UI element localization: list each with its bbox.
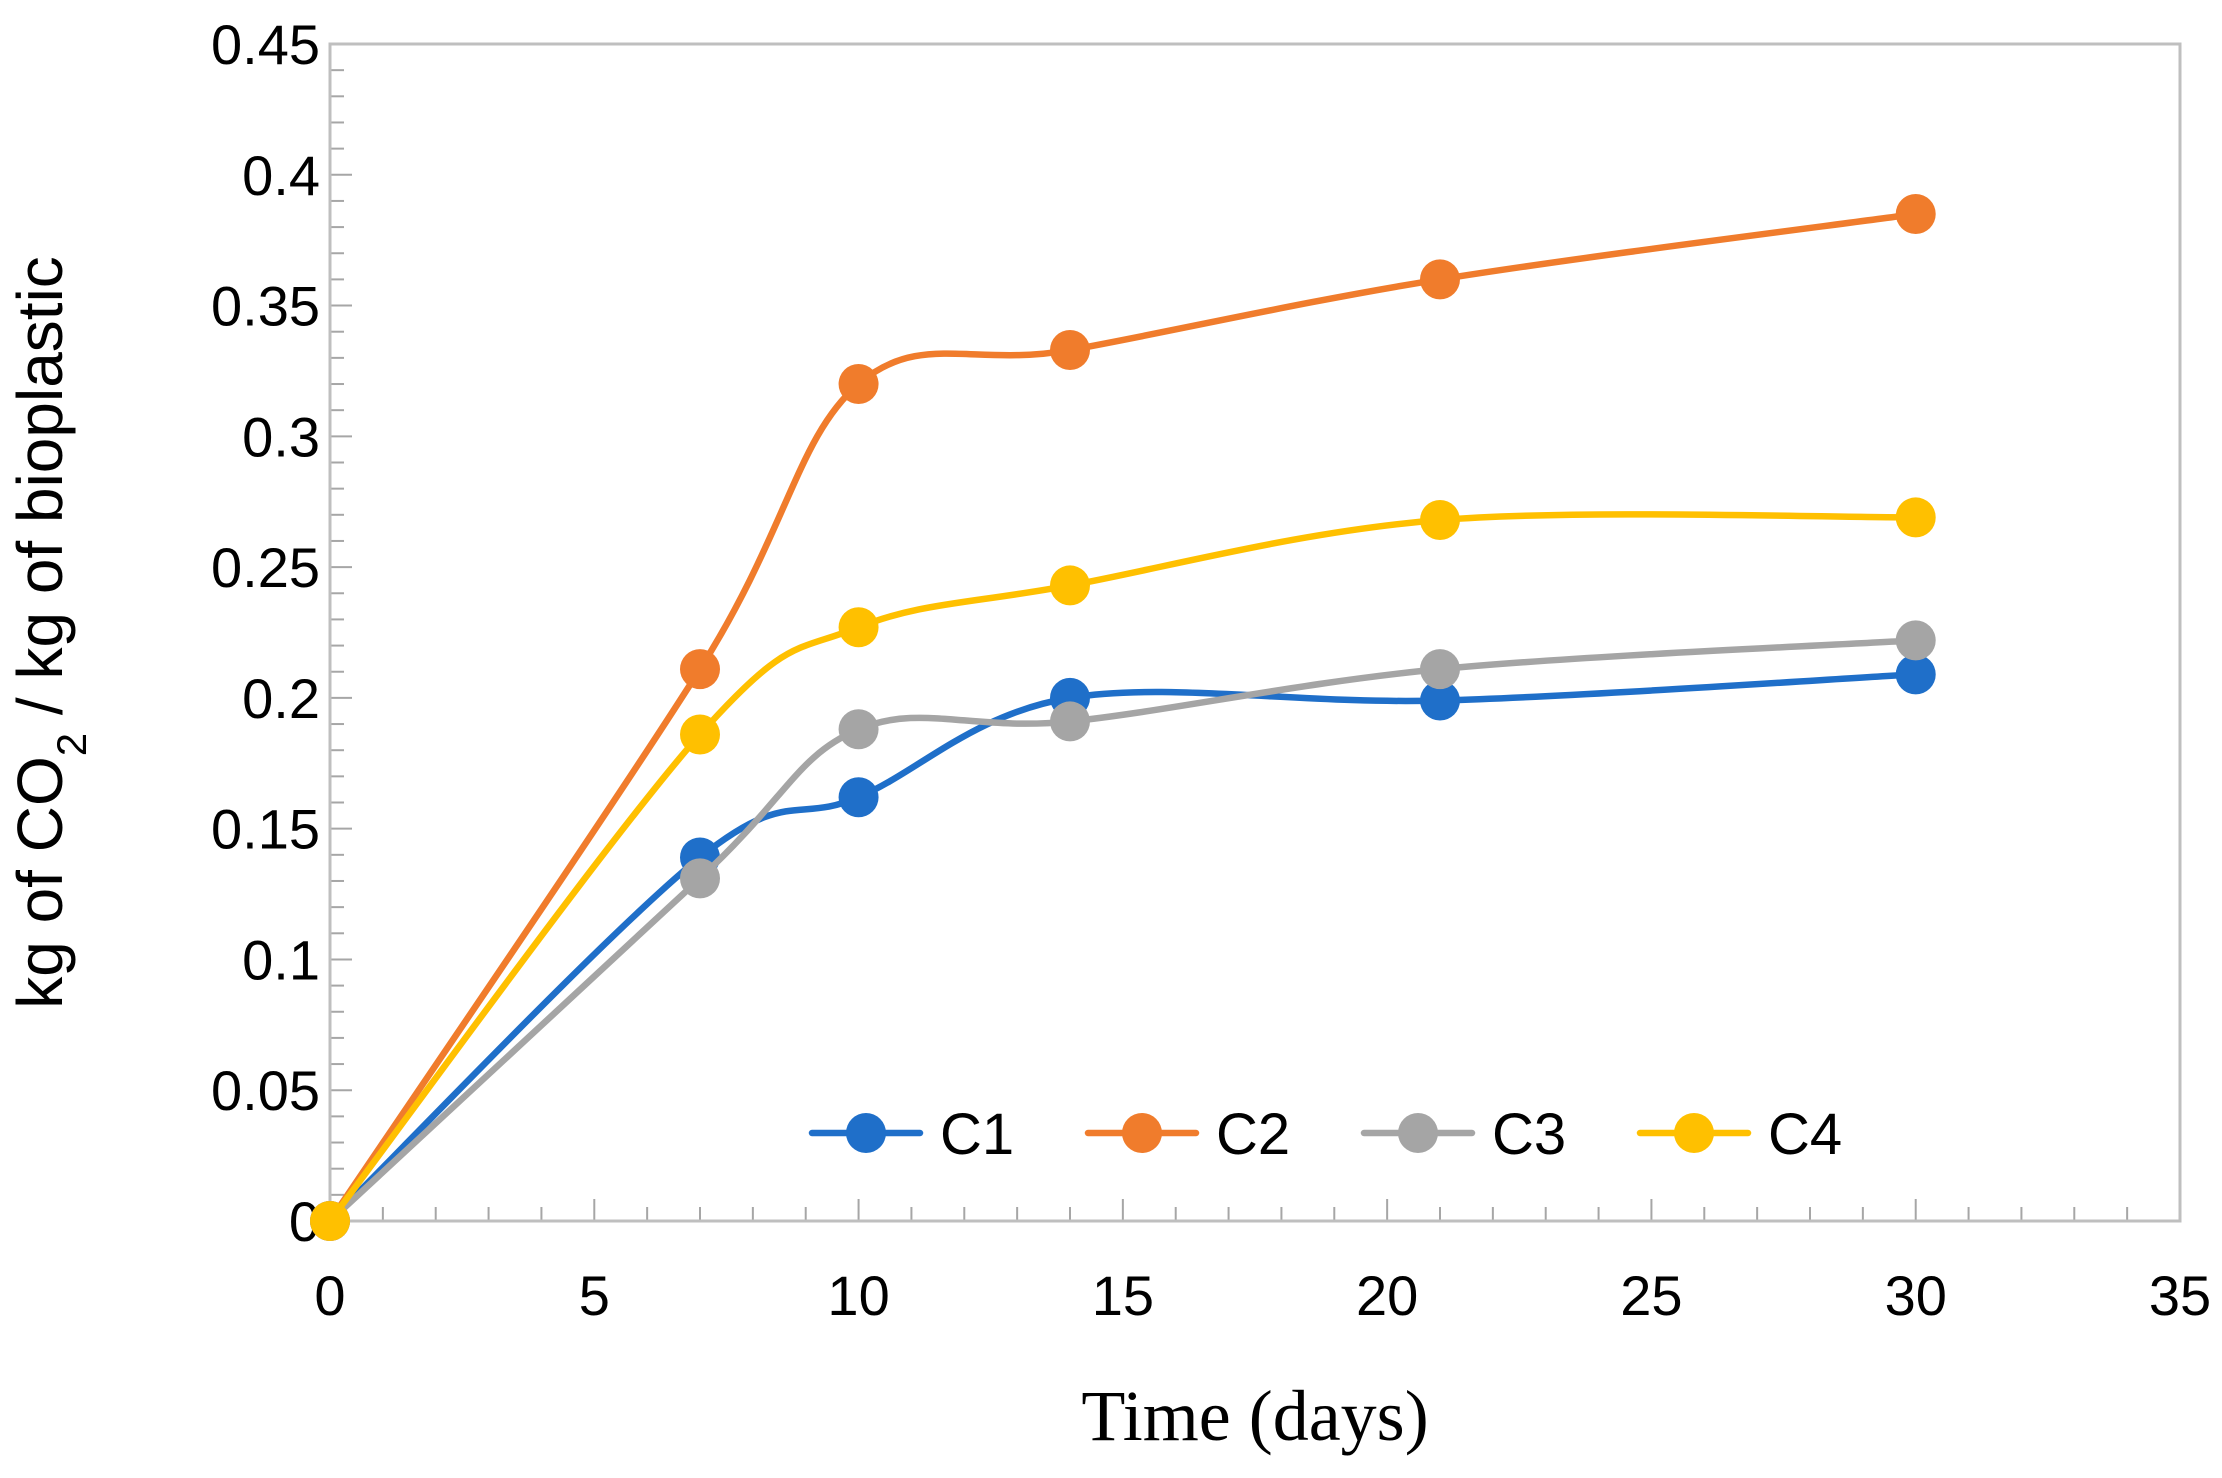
data-point-c4 [838, 607, 879, 648]
series-c4 [310, 497, 1936, 1241]
x-tick-label: 15 [1092, 1264, 1154, 1327]
data-series [310, 194, 1936, 1241]
data-point-c2 [838, 364, 879, 405]
legend-item-c1: C1 [808, 1102, 1014, 1167]
legend-label-c4: C4 [1768, 1102, 1842, 1167]
legend-marker-c1 [846, 1113, 886, 1153]
series-line-c3 [326, 637, 1919, 1225]
y-tick-label: 0.15 [211, 798, 320, 861]
legend-item-c2: C2 [1084, 1102, 1290, 1167]
series-line-c2 [326, 210, 1919, 1225]
y-axis-title-part-2: / kg of bioplastic [4, 256, 76, 733]
series-c3 [310, 620, 1936, 1241]
legend-label-c3: C3 [1492, 1102, 1566, 1167]
y-axis-title: kg of CO2 / kg of bioplastic [4, 256, 95, 1009]
data-point-c4 [310, 1201, 350, 1241]
data-point-c3 [680, 858, 720, 899]
y-tick-label: 0.35 [211, 275, 320, 338]
y-tick-label: 0.25 [211, 536, 320, 599]
y-axis-ticks: 00.050.10.150.20.250.30.350.40.45 [211, 13, 320, 1253]
data-point-c2 [1050, 330, 1090, 371]
data-point-c4 [1420, 500, 1460, 541]
legend-item-c3: C3 [1360, 1102, 1566, 1167]
data-point-c3 [1895, 620, 1936, 661]
x-tick-label: 0 [314, 1264, 345, 1327]
legend-item-c4: C4 [1636, 1102, 1842, 1167]
data-point-c4 [1895, 497, 1936, 538]
series-line-c1 [326, 671, 1919, 1225]
legend-marker-c4 [1674, 1113, 1714, 1153]
data-point-c1 [1420, 680, 1460, 721]
x-axis-title: Time (days) [1081, 1376, 1428, 1456]
x-tick-label: 5 [579, 1264, 610, 1327]
data-point-c2 [680, 649, 720, 690]
plot-area-frame [328, 42, 2182, 1223]
y-tick-label: 0.4 [242, 144, 320, 207]
x-tick-label: 35 [2149, 1264, 2211, 1327]
data-point-c1 [838, 777, 879, 818]
data-point-c1 [1895, 654, 1936, 695]
x-tick-label: 30 [1885, 1264, 1947, 1327]
data-point-c4 [680, 714, 720, 755]
y-tick-label: 0.3 [242, 405, 320, 468]
legend-marker-c2 [1122, 1113, 1162, 1153]
x-tick-label: 10 [827, 1264, 889, 1327]
data-point-c2 [1895, 194, 1936, 235]
legend-label-c2: C2 [1216, 1102, 1290, 1167]
x-axis-ticks: 0 5 10 15 20 25 30 35 [314, 1264, 2211, 1327]
data-point-c3 [1050, 701, 1090, 742]
series-line-c4 [326, 511, 1919, 1225]
y-tick-label: 0.05 [211, 1059, 320, 1122]
minor-tick-marks [330, 69, 2129, 1221]
legend-label-c1: C1 [940, 1102, 1014, 1167]
y-axis-title-part-1: kg of CO [4, 756, 76, 1009]
y-tick-label: 0.1 [242, 928, 320, 991]
y-tick-label: 0.2 [242, 667, 320, 730]
y-axis-title-subscript: 2 [48, 733, 95, 756]
x-tick-label: 20 [1356, 1264, 1418, 1327]
data-point-c3 [838, 709, 879, 750]
y-tick-label: 0.45 [211, 13, 320, 76]
data-point-c2 [1420, 259, 1460, 300]
series-c2 [310, 194, 1936, 1241]
legend-marker-c3 [1398, 1113, 1438, 1153]
x-tick-label: 25 [1620, 1264, 1682, 1327]
legend: C1 C2 C3 C4 [808, 1102, 1842, 1167]
data-point-c3 [1420, 649, 1460, 690]
data-point-c4 [1050, 565, 1090, 606]
